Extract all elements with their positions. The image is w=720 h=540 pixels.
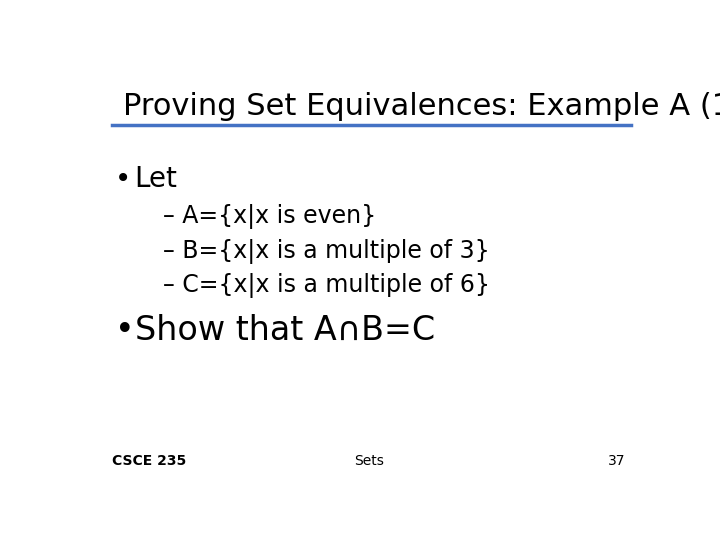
Text: Show that A∩B=C: Show that A∩B=C bbox=[135, 314, 435, 347]
Text: •: • bbox=[115, 165, 131, 193]
Text: Let: Let bbox=[135, 165, 178, 193]
Text: Proving Set Equivalences: Example A (1): Proving Set Equivalences: Example A (1) bbox=[124, 92, 720, 121]
Text: – B={x|x is a multiple of 3}: – B={x|x is a multiple of 3} bbox=[163, 239, 490, 264]
Text: 37: 37 bbox=[608, 454, 626, 468]
Text: •: • bbox=[115, 314, 135, 347]
Text: – C={x|x is a multiple of 6}: – C={x|x is a multiple of 6} bbox=[163, 273, 490, 298]
Text: – A={x|x is even}: – A={x|x is even} bbox=[163, 204, 376, 229]
Text: CSCE 235: CSCE 235 bbox=[112, 454, 186, 468]
Text: Sets: Sets bbox=[354, 454, 384, 468]
